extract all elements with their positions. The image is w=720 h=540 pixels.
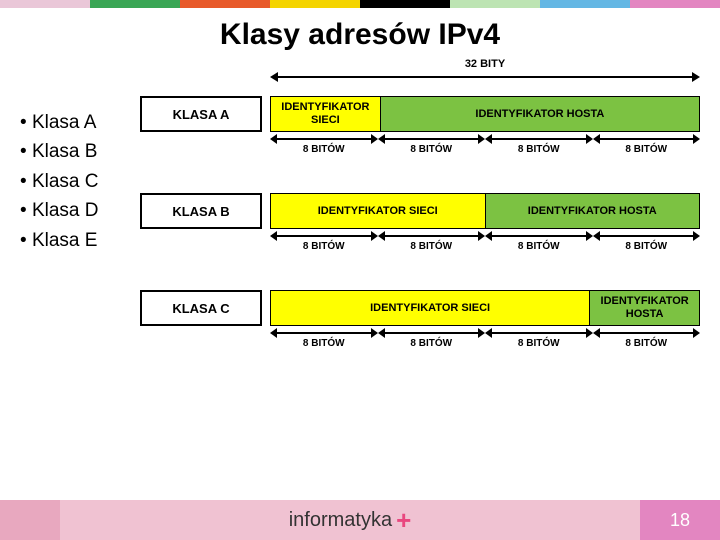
- address-segment: IDENTYFIKATOR HOSTA: [486, 194, 700, 228]
- list-item: Klasa B: [20, 137, 98, 166]
- octet-label: 8 BITÓW: [593, 241, 701, 252]
- octet-labels: 8 BITÓW8 BITÓW8 BITÓW8 BITÓW: [270, 241, 700, 252]
- address-bar: IDENTYFIKATOR SIECIIDENTYFIKATOR HOSTA: [270, 96, 700, 132]
- octet-label: 8 BITÓW: [270, 338, 378, 349]
- list-item: Klasa D: [20, 196, 98, 225]
- octet-label: 8 BITÓW: [485, 338, 593, 349]
- address-segment: IDENTYFIKATOR HOSTA: [381, 97, 699, 131]
- octet-label: 8 BITÓW: [485, 241, 593, 252]
- octet-arrows: [270, 231, 700, 241]
- address-bar: IDENTYFIKATOR SIECIIDENTYFIKATOR HOSTA: [270, 193, 700, 229]
- bits-total-arrow: [270, 72, 700, 82]
- list-item: Klasa A: [20, 108, 98, 137]
- class-label: KLASA A: [140, 96, 262, 132]
- octet-labels: 8 BITÓW8 BITÓW8 BITÓW8 BITÓW: [270, 338, 700, 349]
- footer-brand: informatyka +: [60, 500, 640, 540]
- address-bar: IDENTYFIKATOR SIECIIDENTYFIKATOR HOSTA: [270, 290, 700, 326]
- octet-label: 8 BITÓW: [593, 144, 701, 155]
- footer-brand-text: informatyka: [289, 509, 392, 532]
- octet-label: 8 BITÓW: [378, 241, 486, 252]
- octet-label: 8 BITÓW: [378, 338, 486, 349]
- address-segment: IDENTYFIKATOR SIECI: [271, 291, 590, 325]
- page-number-text: 18: [670, 510, 690, 531]
- octet-label: 8 BITÓW: [270, 144, 378, 155]
- class-row: KLASA BIDENTYFIKATOR SIECIIDENTYFIKATOR …: [140, 193, 700, 229]
- list-item: Klasa C: [20, 167, 98, 196]
- octet-label: 8 BITÓW: [270, 241, 378, 252]
- footer-left-accent: [0, 500, 60, 540]
- address-segment: IDENTYFIKATOR SIECI: [271, 194, 486, 228]
- list-item: Klasa E: [20, 226, 98, 255]
- slide-footer: informatyka + 18: [0, 500, 720, 540]
- bits-total-label: 32 BITY: [270, 58, 700, 70]
- class-row: KLASA CIDENTYFIKATOR SIECIIDENTYFIKATOR …: [140, 290, 700, 326]
- octet-arrows: [270, 134, 700, 144]
- diagram-area: 32 BITY KLASA AIDENTYFIKATOR SIECIIDENTY…: [140, 58, 700, 349]
- class-label: KLASA C: [140, 290, 262, 326]
- page-title: Klasy adresów IPv4: [0, 8, 720, 58]
- octet-label: 8 BITÓW: [378, 144, 486, 155]
- address-segment: IDENTYFIKATOR HOSTA: [590, 291, 699, 325]
- class-bullet-list: Klasa AKlasa BKlasa CKlasa DKlasa E: [20, 108, 98, 255]
- octet-labels: 8 BITÓW8 BITÓW8 BITÓW8 BITÓW: [270, 144, 700, 155]
- top-decorative-stripe: [0, 0, 720, 8]
- octet-label: 8 BITÓW: [485, 144, 593, 155]
- class-row: KLASA AIDENTYFIKATOR SIECIIDENTYFIKATOR …: [140, 96, 700, 132]
- footer-plus-icon: +: [396, 505, 411, 536]
- class-label: KLASA B: [140, 193, 262, 229]
- octet-label: 8 BITÓW: [593, 338, 701, 349]
- address-segment: IDENTYFIKATOR SIECI: [271, 97, 381, 131]
- octet-arrows: [270, 328, 700, 338]
- page-number: 18: [640, 500, 720, 540]
